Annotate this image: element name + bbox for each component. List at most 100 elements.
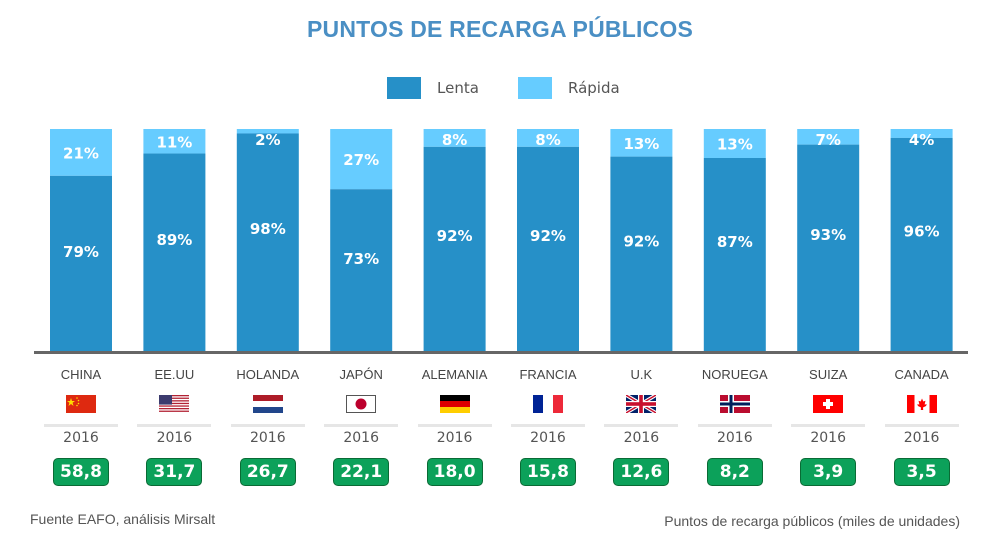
chart-title: PUNTOS DE RECARGA PÚBLICOS xyxy=(306,16,693,42)
column-divider xyxy=(417,424,492,427)
country-label: EE.UU xyxy=(154,367,195,382)
year-label: 2016 xyxy=(63,430,99,446)
year-label: 2016 xyxy=(623,430,660,446)
bar-label-lenta-3: 73% xyxy=(343,250,379,268)
bar-label-rapida-0: 21% xyxy=(63,144,99,162)
year-label: 2016 xyxy=(436,430,473,446)
country-label: HOLANDA xyxy=(236,367,300,382)
bar-rapida-7 xyxy=(703,129,766,158)
year-label: 2016 xyxy=(156,430,193,446)
legend-label-lenta: Lenta xyxy=(437,79,479,97)
year-label: 2016 xyxy=(343,430,379,446)
bar-label-rapida-7: 13% xyxy=(717,135,753,153)
bar-label-rapida-8: 7% xyxy=(815,131,840,149)
year-label: 2016 xyxy=(530,430,566,446)
total-badge: 3,5 xyxy=(893,458,950,486)
column-divider xyxy=(230,424,305,427)
bar-label-lenta-5: 92% xyxy=(530,227,566,245)
bar-label-rapida-9: 4% xyxy=(909,131,934,149)
bar-rapida-0 xyxy=(50,129,112,176)
country-label: JAPÓN xyxy=(339,367,383,382)
country-label: CHINA xyxy=(60,367,102,382)
column-divider xyxy=(137,424,212,427)
column-divider xyxy=(511,424,585,427)
year-label: 2016 xyxy=(903,430,940,446)
bar-lenta-8 xyxy=(797,144,860,352)
bar-label-lenta-1: 89% xyxy=(156,231,192,249)
units-note: Puntos de recarga públicos (miles de uni… xyxy=(664,513,960,529)
column-divider xyxy=(604,424,679,427)
bar-lenta-9 xyxy=(890,137,953,352)
country-label: NORUEGA xyxy=(701,367,768,382)
total-badge: 3,9 xyxy=(800,458,857,486)
total-badge: 31,7 xyxy=(146,458,203,486)
bar-label-rapida-3: 27% xyxy=(343,151,379,169)
switzerland-flag-icon xyxy=(813,395,844,413)
country-label: FRANCIA xyxy=(519,367,577,382)
bar-rapida-2 xyxy=(236,129,299,134)
bar-label-lenta-4: 92% xyxy=(437,227,473,245)
legend-item-lenta: Lenta xyxy=(387,77,479,99)
bar-lenta-0 xyxy=(50,175,112,352)
bar-label-rapida-4: 8% xyxy=(442,131,467,149)
bar-rapida-3 xyxy=(330,129,393,190)
total-badge: 58,8 xyxy=(53,458,109,486)
column-divider xyxy=(697,424,772,427)
bar-rapida-4 xyxy=(423,129,486,147)
column-divider xyxy=(44,424,118,427)
bar-label-rapida-2: 2% xyxy=(255,131,280,149)
bar-label-lenta-6: 92% xyxy=(623,232,659,250)
country-label: SUIZA xyxy=(809,367,848,382)
usa-flag-icon xyxy=(159,395,190,413)
bar-lenta-6 xyxy=(610,156,673,352)
bar-label-lenta-0: 79% xyxy=(63,243,99,261)
total-badge: 22,1 xyxy=(333,458,390,486)
bar-lenta-1 xyxy=(143,153,206,352)
bar-chart: 21% 79% 11% 89% 2% 98% 27% 73% 8% 92% 8% 92% 13% 92% 1… xyxy=(34,129,968,354)
uk-flag-icon xyxy=(626,395,657,413)
bar-label-lenta-2: 98% xyxy=(250,220,286,238)
bar-label-lenta-7: 87% xyxy=(717,233,753,251)
bar-rapida-8 xyxy=(797,129,860,145)
total-badge: 15,8 xyxy=(520,458,576,486)
country-label: U.K xyxy=(630,367,653,382)
canada-flag-icon xyxy=(906,395,937,413)
bar-label-rapida-1: 11% xyxy=(156,133,192,151)
bar-label-lenta-9: 96% xyxy=(904,222,940,240)
norway-flag-icon xyxy=(719,395,750,413)
japan-flag-icon xyxy=(346,395,377,413)
legend-label-rapida: Rápida xyxy=(568,79,620,97)
bar-lenta-3 xyxy=(330,189,393,352)
year-label: 2016 xyxy=(810,430,846,446)
germany-flag-icon xyxy=(439,395,470,413)
source-note: Fuente EAFO, análisis Mirsalt xyxy=(30,511,216,527)
netherlands-flag-icon xyxy=(252,395,283,413)
year-label: 2016 xyxy=(249,430,286,446)
total-badge: 12,6 xyxy=(613,458,670,486)
country-label: ALEMANIA xyxy=(421,367,488,382)
bar-rapida-6 xyxy=(610,129,673,157)
china-flag-icon xyxy=(66,395,96,413)
bar-label-lenta-8: 93% xyxy=(810,226,846,244)
x-axis-line xyxy=(34,351,968,354)
bars-group: 21% 79% 11% 89% 2% 98% 27% 73% 8% 92% 8% 92% 13% 92% 1… xyxy=(50,129,953,352)
country-label: CANADA xyxy=(894,367,949,382)
bar-lenta-5 xyxy=(517,146,579,352)
legend-swatch-lenta xyxy=(387,77,421,99)
bar-label-rapida-6: 13% xyxy=(623,135,659,153)
legend-swatch-rapida xyxy=(518,77,552,99)
total-badge: 18,0 xyxy=(426,458,483,486)
year-label: 2016 xyxy=(716,430,753,446)
total-badge: 26,7 xyxy=(239,458,296,486)
bar-lenta-7 xyxy=(703,157,766,352)
bar-lenta-2 xyxy=(236,133,299,352)
column-divider xyxy=(791,424,866,427)
bar-rapida-1 xyxy=(143,129,206,154)
column-divider xyxy=(324,424,399,427)
bar-label-rapida-5: 8% xyxy=(535,131,560,149)
total-badge: 8,2 xyxy=(706,458,763,486)
bar-rapida-5 xyxy=(517,129,579,147)
bar-lenta-4 xyxy=(423,146,486,352)
column-divider xyxy=(884,424,959,427)
bar-rapida-9 xyxy=(890,129,953,138)
